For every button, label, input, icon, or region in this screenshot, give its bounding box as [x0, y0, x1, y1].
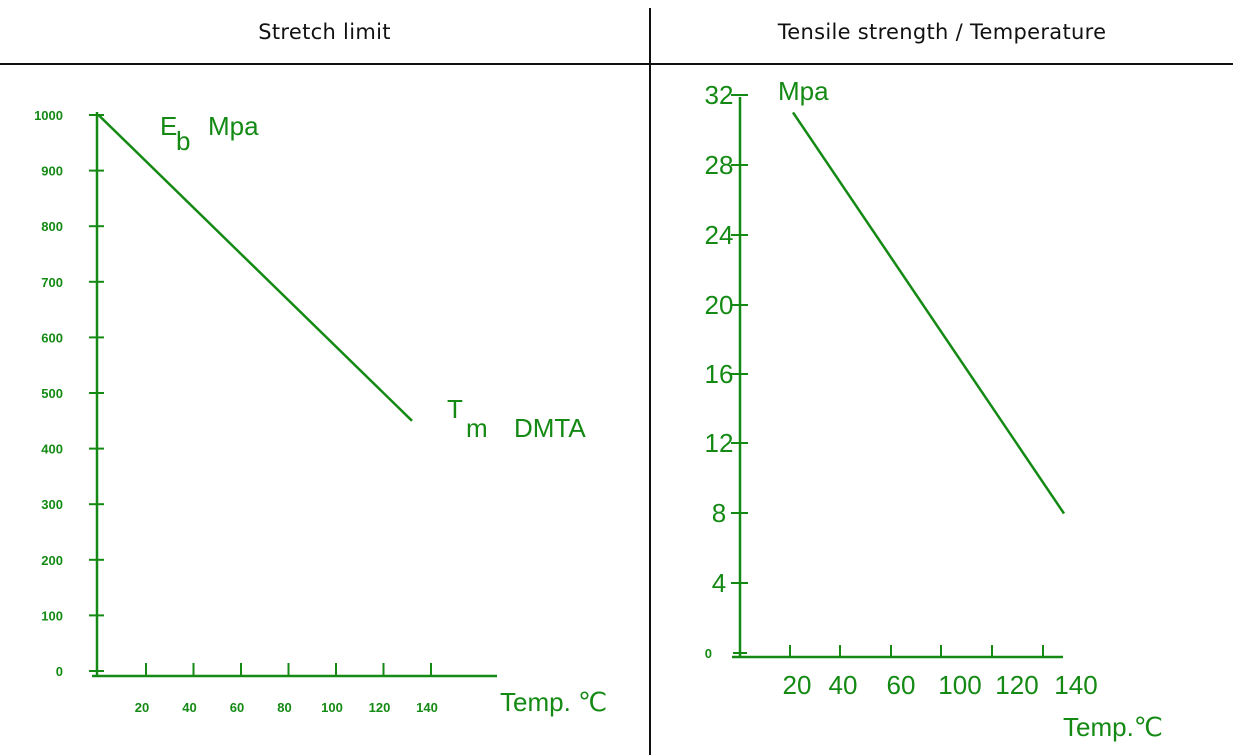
panel-divider-vertical [649, 8, 651, 755]
x-tick-label: 100 [938, 670, 981, 700]
y-tick-label: 32 [705, 80, 734, 110]
x-tick-label: 20 [783, 670, 812, 700]
annotation-sub: m [466, 413, 488, 443]
y-axis-label-main: E [160, 111, 177, 141]
series-line [97, 114, 413, 422]
y-axis-unit: Mpa [778, 76, 829, 106]
y-tick-label: 400 [41, 442, 63, 457]
y-tick-label: 900 [41, 164, 63, 179]
x-tick-label: 20 [135, 700, 149, 715]
y-tick-label: 20 [705, 290, 734, 320]
x-axis-label: Temp. ℃ [500, 687, 607, 717]
y-tick-label: 12 [705, 428, 734, 458]
y-tick-label: 24 [705, 220, 734, 250]
y-tick-label: 0 [56, 664, 63, 679]
stretch-limit-chart: 0 100 200 300 400 500 600 700 800 900 1000 20 40 60 80… [34, 108, 607, 717]
y-tick-label: 4 [712, 568, 726, 598]
y-tick-label: 16 [705, 359, 734, 389]
x-tick-label: 140 [1054, 670, 1097, 700]
x-axis-label: Temp.℃ [1063, 712, 1163, 742]
annotation-main: T [447, 394, 463, 424]
y-tick-label: 200 [41, 553, 63, 568]
x-tick-label: 40 [182, 700, 196, 715]
tensile-strength-chart: 0 4 8 12 16 20 24 28 32 20 40 60 100 120 140 Mpa Temp.℃ [705, 76, 1163, 742]
y-axis-unit: Mpa [208, 111, 259, 141]
x-tick-label: 40 [829, 670, 858, 700]
right-panel-title: Tensile strength / Temperature [777, 20, 1107, 44]
x-tick-label: 60 [887, 670, 916, 700]
y-tick-label: 100 [41, 608, 63, 623]
x-tick-label: 60 [230, 700, 244, 715]
x-tick-label: 100 [321, 700, 343, 715]
x-tick-label: 120 [369, 700, 391, 715]
y-tick-label: 0 [705, 646, 712, 661]
y-tick-label: 300 [41, 497, 63, 512]
y-tick-label: 500 [41, 386, 63, 401]
x-tick-label: 120 [995, 670, 1038, 700]
x-tick-label: 140 [416, 700, 438, 715]
header-divider-horizontal [0, 63, 1233, 65]
x-tick-label: 80 [277, 700, 291, 715]
y-tick-label: 28 [705, 150, 734, 180]
y-axis-label-sub: b [176, 126, 190, 156]
annotation-text: DMTA [514, 413, 586, 443]
y-tick-label: 1000 [34, 108, 63, 123]
y-tick-label: 700 [41, 275, 63, 290]
y-tick-label: 800 [41, 219, 63, 234]
y-tick-label: 8 [712, 498, 726, 528]
y-tick-label: 600 [41, 330, 63, 345]
left-panel-title: Stretch limit [258, 20, 391, 44]
series-line [791, 111, 1066, 515]
